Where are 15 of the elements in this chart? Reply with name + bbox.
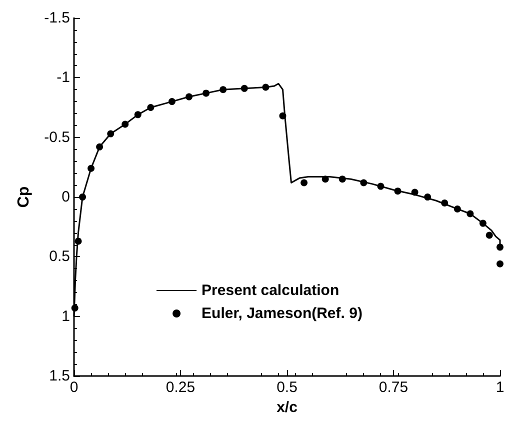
x-tick-label: 0.25: [166, 379, 196, 396]
y-tick-label: 0.5: [49, 248, 70, 266]
y-axis-title: Cp: [16, 186, 32, 208]
y-tick-label: 1: [62, 308, 70, 325]
x-axis-title: x/c: [276, 399, 298, 416]
legend-label: Euler, Jameson(Ref. 9): [202, 305, 362, 322]
x-tick-label: 0.75: [378, 379, 408, 396]
y-tick-label: -0.5: [44, 128, 70, 146]
legend-label: Present calculation: [202, 282, 340, 299]
y-tick-label: 1.5: [49, 368, 70, 385]
x-tick-label: 1: [496, 379, 504, 396]
y-tick-label: -1: [56, 69, 70, 86]
x-tick-label: 0.5: [276, 379, 298, 396]
y-tick-label: 0: [62, 188, 70, 206]
y-tick-label: -1.5: [44, 10, 70, 26]
